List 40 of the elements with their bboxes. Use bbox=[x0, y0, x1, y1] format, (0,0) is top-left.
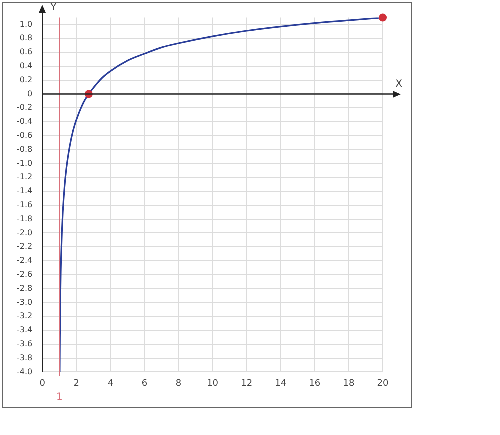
y-tick-label: -0.2 bbox=[17, 103, 33, 112]
x-tick-label: 14 bbox=[275, 378, 287, 389]
y-tick-label: -0.4 bbox=[17, 117, 33, 126]
x-tick-label: 12 bbox=[241, 378, 253, 389]
y-tick-label: -0.8 bbox=[17, 144, 33, 154]
y-tick-label: -1.0 bbox=[17, 158, 33, 168]
y-tick-label: -1.8 bbox=[17, 214, 33, 224]
x-tick-label: 2 bbox=[74, 378, 80, 389]
y-tick-label: -1.6 bbox=[17, 200, 33, 210]
y-tick-label: -4.0 bbox=[17, 367, 33, 376]
x-axis-title: X bbox=[396, 78, 403, 90]
y-tick-label: 0.4 bbox=[20, 62, 33, 71]
y-tick-label: 0.2 bbox=[20, 75, 33, 84]
x-tick-label: 20 bbox=[377, 378, 389, 389]
y-tick-label: -3.4 bbox=[17, 326, 33, 335]
y-axis-title: Y bbox=[50, 2, 58, 14]
y-tick-label: -0.6 bbox=[17, 131, 33, 140]
y-tick-label: -3.6 bbox=[17, 339, 33, 348]
x-tick-label: 18 bbox=[343, 378, 355, 389]
y-tick-label: -3.8 bbox=[17, 353, 33, 362]
x-tick-label: 6 bbox=[142, 378, 148, 389]
x-tick-label: 10 bbox=[207, 378, 219, 389]
y-tick-label: 0 bbox=[28, 89, 33, 98]
y-tick-label: -2.6 bbox=[17, 270, 33, 279]
x-tick-label: 0 bbox=[40, 378, 46, 389]
x-tick-label: 16 bbox=[309, 378, 321, 389]
y-tick-label: -3.2 bbox=[17, 312, 33, 321]
y-tick-label: -2.2 bbox=[17, 242, 33, 252]
y-tick-label: 1.0 bbox=[20, 20, 33, 29]
ref-line-label: 1 bbox=[56, 392, 63, 403]
y-tick-label: -3.0 bbox=[17, 298, 33, 307]
x-tick-label: 8 bbox=[176, 378, 182, 389]
y-tick-label: 0.8 bbox=[20, 34, 33, 43]
x-tick-label: 4 bbox=[108, 378, 114, 389]
y-tick-label: -2.4 bbox=[17, 256, 33, 266]
y-tick-label: 0.6 bbox=[20, 48, 33, 57]
y-tick-label: -1.4 bbox=[17, 186, 33, 196]
y-tick-label: -1.2 bbox=[17, 172, 33, 182]
y-tick-label: -2.0 bbox=[17, 228, 33, 238]
y-tick-label: -2.8 bbox=[17, 284, 33, 293]
